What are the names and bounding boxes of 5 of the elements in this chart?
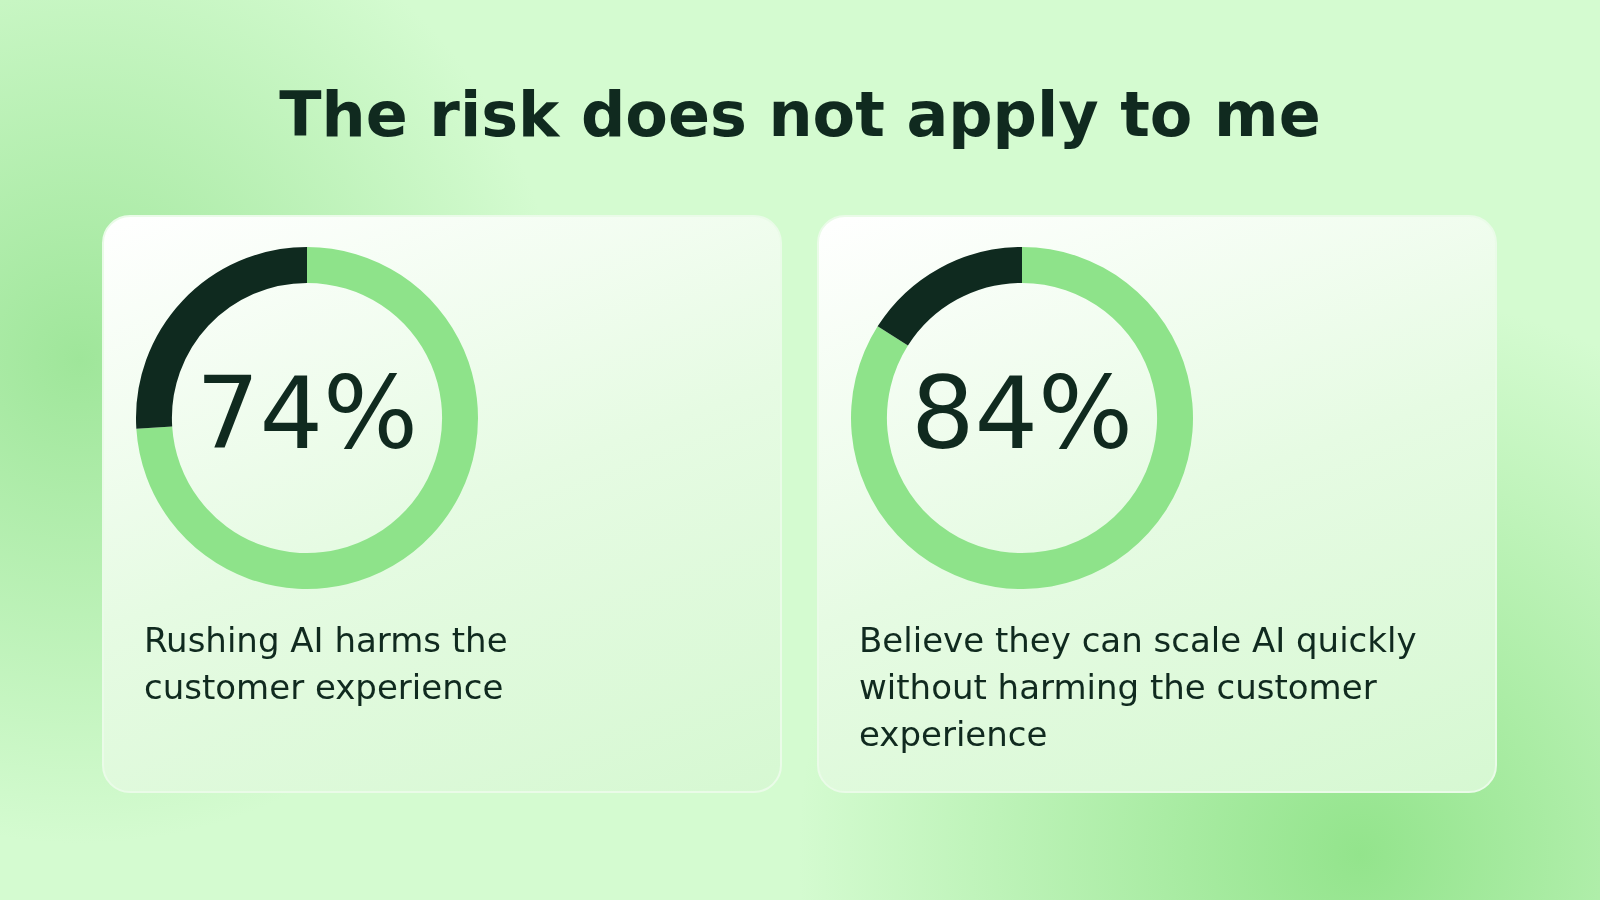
text: Believe they can scale AI quickly without harming the customer experience: [859, 619, 1418, 756]
data-label: 74%: [195, 354, 419, 472]
data-label: 84%: [910, 354, 1134, 472]
text: The risk does not apply to me: [278, 78, 1322, 151]
text: Rushing AI harms the customer experience: [144, 619, 509, 709]
